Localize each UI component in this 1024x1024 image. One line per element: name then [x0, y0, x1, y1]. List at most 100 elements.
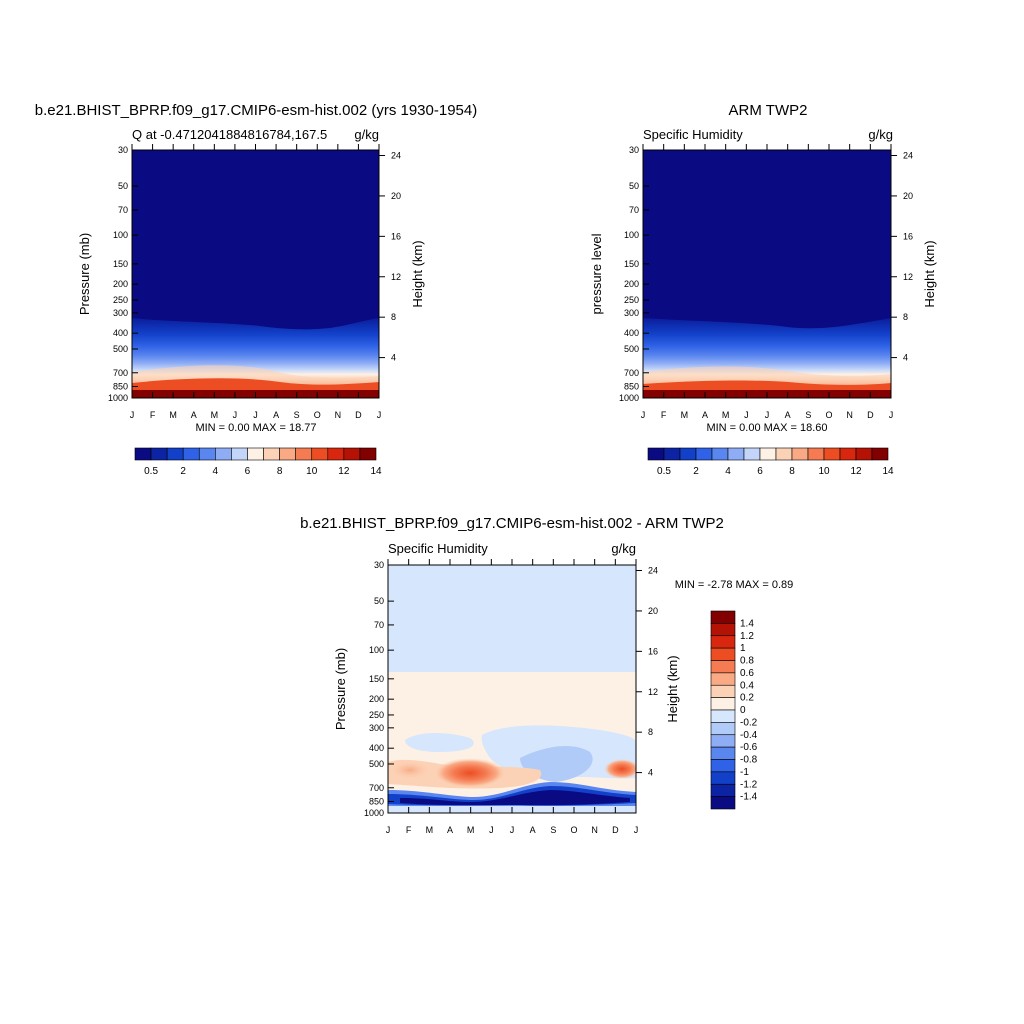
y-tick-label: 200	[113, 279, 128, 289]
x-tick-label: J	[889, 410, 894, 420]
y-right-tick-label: 8	[903, 312, 908, 322]
y-tick-label: 250	[369, 710, 384, 720]
y-right-tick-label: 16	[648, 646, 658, 656]
y-right-tick-label: 4	[903, 353, 908, 363]
y-tick-label: 1000	[364, 808, 384, 818]
colorbar-box	[679, 447, 697, 461]
y-right-tick-label: 8	[648, 727, 653, 737]
colorbar-box	[695, 447, 713, 461]
colorbar-box	[839, 447, 857, 461]
y-tick-label: 850	[113, 382, 128, 392]
panel-diff-ylabel: Pressure (mb)	[333, 648, 348, 730]
x-tick-label: J	[634, 825, 639, 835]
colorbar-label: 6	[245, 466, 251, 477]
x-tick-label: M	[211, 410, 219, 420]
colorbar-label: 8	[789, 466, 795, 477]
colorbar-box	[710, 783, 736, 797]
colorbar-box	[710, 734, 736, 748]
y-right-tick-label: 16	[903, 231, 913, 241]
y-tick-label: 250	[624, 295, 639, 305]
colorbar-label: -1	[740, 767, 749, 778]
colorbar-label: -1.4	[740, 792, 758, 803]
x-tick-label: M	[467, 825, 475, 835]
colorbar-box	[710, 759, 736, 773]
y-right-tick-label: 20	[391, 191, 401, 201]
x-tick-label: J	[253, 410, 258, 420]
colorbar-label: 1.4	[740, 618, 754, 629]
panel-model-ylabel-right: Height (km)	[410, 240, 425, 307]
x-tick-label: S	[805, 410, 811, 420]
colorbar-label: 10	[818, 466, 830, 477]
colorbar-box	[359, 447, 377, 461]
colorbar-label: 0	[740, 705, 746, 716]
colorbar-box	[231, 447, 248, 461]
colorbar-label: 4	[213, 466, 219, 477]
y-tick-label: 400	[369, 743, 384, 753]
colorbar-box	[710, 709, 736, 723]
x-tick-label: D	[355, 410, 362, 420]
x-tick-label: J	[233, 410, 238, 420]
y-right-tick-label: 16	[391, 231, 401, 241]
panel-obs-stats: MIN = 0.00 MAX = 18.60	[706, 422, 827, 434]
x-tick-label: D	[867, 410, 874, 420]
y-tick-label: 1000	[108, 393, 128, 403]
colorbar-box	[759, 447, 777, 461]
x-tick-label: A	[447, 825, 453, 835]
y-tick-label: 700	[624, 368, 639, 378]
x-tick-label: S	[550, 825, 556, 835]
y-tick-label: 30	[374, 560, 384, 570]
colorbar-box	[710, 697, 736, 711]
colorbar-label: -1.2	[740, 779, 758, 790]
colorbar-label: -0.6	[740, 742, 758, 753]
y-right-tick-label: 12	[391, 272, 401, 282]
y-right-tick-label: 4	[648, 768, 653, 778]
panel-diff-units: g/kg	[611, 541, 636, 556]
colorbar-box	[343, 447, 361, 461]
y-tick-label: 30	[629, 145, 639, 155]
panel-model: b.e21.BHIST_BPRP.f09_g17.CMIP6-esm-hist.…	[35, 102, 477, 477]
y-tick-label: 150	[113, 259, 128, 269]
x-tick-label: J	[641, 410, 646, 420]
panel-obs-ylabel-right: Height (km)	[922, 240, 937, 307]
y-right-tick-label: 12	[903, 272, 913, 282]
colorbar-label: 14	[882, 466, 894, 477]
colorbar-box	[743, 447, 761, 461]
colorbar-box	[198, 447, 216, 461]
colorbar-box	[647, 447, 665, 461]
y-tick-label: 100	[369, 645, 384, 655]
y-tick-label: 70	[118, 205, 128, 215]
y-tick-label: 400	[624, 328, 639, 338]
colorbar-box	[150, 447, 168, 461]
y-tick-label: 700	[113, 368, 128, 378]
colorbar-label: -0.8	[740, 755, 758, 766]
x-tick-label: F	[661, 410, 667, 420]
x-tick-label: J	[489, 825, 494, 835]
y-tick-label: 100	[624, 230, 639, 240]
panel-diff-ylabel-right: Height (km)	[665, 655, 680, 722]
colorbar-label: -0.4	[740, 730, 758, 741]
y-right-tick-label: 12	[648, 687, 658, 697]
y-tick-label: 1000	[619, 393, 639, 403]
colorbar-box	[710, 610, 736, 624]
colorbar-box	[727, 447, 745, 461]
colorbar-box	[871, 447, 889, 461]
panel-obs-left-string: Specific Humidity	[643, 127, 743, 142]
panel-model-ylabel: Pressure (mb)	[77, 233, 92, 315]
y-tick-label: 500	[113, 344, 128, 354]
colorbar-label: 10	[306, 466, 318, 477]
colorbar-label: 4	[725, 466, 731, 477]
colorbar-label: -0.2	[740, 717, 758, 728]
y-right-tick-label: 24	[648, 566, 658, 576]
colorbar-label: 14	[370, 466, 382, 477]
colorbar-box	[710, 722, 736, 736]
y-tick-label: 400	[113, 328, 128, 338]
panel-diff-colorbar: 1.41.210.80.60.40.20-0.2-0.4-0.6-0.8-1-1…	[710, 610, 758, 810]
colorbar-box	[134, 447, 152, 461]
x-tick-label: O	[314, 410, 321, 420]
y-right-tick-label: 20	[903, 191, 913, 201]
x-tick-label: J	[377, 410, 382, 420]
colorbar-label: 12	[850, 466, 862, 477]
